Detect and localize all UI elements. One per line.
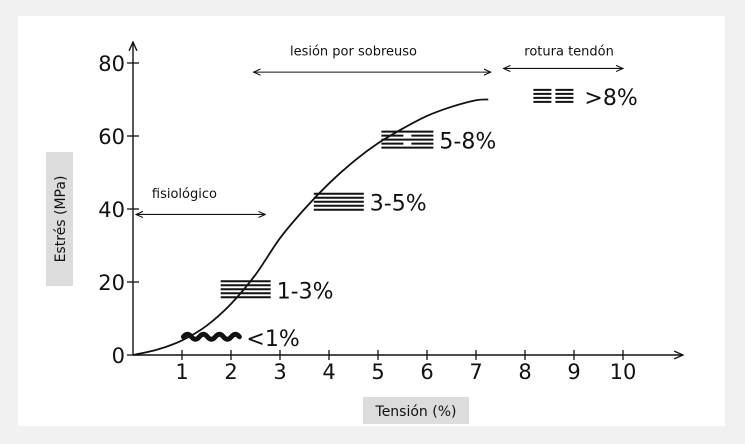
band-label: >8% <box>584 86 637 111</box>
y-ticks: 0 20 40 60 80 <box>98 52 139 368</box>
band-annotations: <1% 1-3% 3-5% 5-8% >8% <box>180 86 638 352</box>
band-glyph <box>220 280 271 299</box>
region-label: fisiológico <box>152 187 217 202</box>
x-tick-label: 1 <box>175 360 188 384</box>
band-label: 1-3% <box>277 279 334 304</box>
x-tick-label: 9 <box>567 360 580 384</box>
y-axis-label: Estrés (MPa) <box>53 176 69 263</box>
band-glyph <box>180 331 242 342</box>
x-tick-label: 4 <box>322 360 335 384</box>
x-axis-label-box <box>363 397 469 424</box>
y-tick-label: 20 <box>98 271 125 295</box>
y-tick-label: 40 <box>98 198 125 222</box>
x-ticks: 1 2 3 4 5 6 7 8 9 10 <box>175 350 636 384</box>
y-tick-label: 60 <box>98 125 125 149</box>
region-annotations: fisiológico lesión por sobreuso rotura ten… <box>136 45 623 215</box>
region-label: lesión por sobreuso <box>290 45 417 60</box>
band-glyph <box>381 130 434 149</box>
y-axis-label-box <box>46 152 73 286</box>
band-label: 3-5% <box>370 192 427 217</box>
chart-panel <box>18 16 725 426</box>
band-glyph <box>313 192 364 211</box>
x-tick-label: 3 <box>273 360 286 384</box>
x-tick-label: 5 <box>371 360 384 384</box>
y-tick-label: 0 <box>112 344 125 368</box>
x-tick-label: 8 <box>518 360 531 384</box>
stress-strain-curve <box>132 98 489 356</box>
x-tick-label: 10 <box>610 360 637 384</box>
band-label: <1% <box>246 327 299 352</box>
x-axis-label: Tensión (%) <box>375 404 457 420</box>
x-tick-label: 7 <box>469 360 482 384</box>
y-tick-label: 80 <box>98 52 125 76</box>
band-label: 5-8% <box>439 130 496 155</box>
x-tick-label: 6 <box>420 360 433 384</box>
region-label: rotura tendón <box>524 45 614 60</box>
band-glyph <box>533 88 574 103</box>
x-tick-label: 2 <box>224 360 237 384</box>
